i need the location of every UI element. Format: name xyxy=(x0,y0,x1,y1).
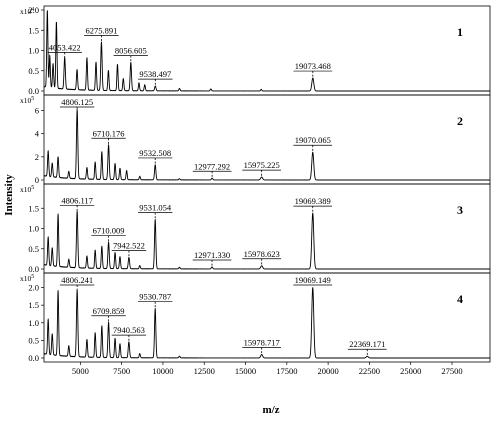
panel-frame xyxy=(43,272,491,363)
x-axis-label: m/z xyxy=(262,404,279,416)
x-tick-label: 10000 xyxy=(152,366,173,376)
y-tick-label: 0.0 xyxy=(28,264,39,274)
y-tick-label: 2.0 xyxy=(28,5,39,15)
x-axis: 5000 7500 10000 12500 15000 17500 20000 22500 25… xyxy=(72,362,463,376)
y-multiplier: x105 xyxy=(20,96,34,105)
peak-label: 9532.508 xyxy=(139,148,171,158)
peak-label: 12977.292 xyxy=(194,161,230,171)
x-tick-label: 7500 xyxy=(113,366,130,376)
peak-label: 4806.125 xyxy=(61,97,93,107)
x-tick-label: 20000 xyxy=(317,366,338,376)
peak-label: 6709.859 xyxy=(93,306,125,316)
peak-label: 15978.717 xyxy=(244,337,280,347)
y-tick-label: 0.5 xyxy=(28,335,39,345)
spectrum-trace xyxy=(43,287,491,359)
y-tick-label: 0.0 xyxy=(28,86,39,96)
x-tick-label: 27500 xyxy=(441,366,462,376)
y-tick-label: 6 xyxy=(35,106,39,116)
peak-label: 19073.468 xyxy=(295,61,331,71)
peak-label: 8056.605 xyxy=(115,46,147,56)
peak-label: 6275.891 xyxy=(85,25,117,35)
peak-label: 19069.389 xyxy=(295,196,331,206)
peak-label: 12971.330 xyxy=(194,250,230,260)
x-tick-label: 17500 xyxy=(276,366,297,376)
peak-label: 6710.176 xyxy=(93,128,125,138)
x-tick-label: 5000 xyxy=(72,366,89,376)
y-tick-label: 4 xyxy=(35,129,40,139)
spectrum-trace xyxy=(43,210,491,270)
spectrum-trace xyxy=(43,108,491,181)
y-multiplier: x104 xyxy=(20,7,34,16)
y-tick-label: 1.0 xyxy=(28,224,39,234)
peak-label: 15978.623 xyxy=(244,249,280,259)
y-tick-label: 1.5 xyxy=(28,203,39,213)
panel-frame xyxy=(43,94,491,185)
peak-label: 4806.117 xyxy=(61,195,93,205)
panel-number: 4 xyxy=(457,292,463,306)
x-tick-label: 15000 xyxy=(235,366,256,376)
peak-label: 19069.149 xyxy=(295,275,331,285)
y-tick-label: 2.0 xyxy=(28,283,39,293)
y-tick-label: 0.5 xyxy=(28,244,39,254)
panel-number: 2 xyxy=(457,114,463,128)
y-tick-label: 0.0 xyxy=(28,353,39,363)
panel-number: 1 xyxy=(457,25,463,39)
y-multiplier: x105 xyxy=(20,185,34,194)
y-tick-label: 0 xyxy=(35,175,39,185)
y-tick-label: 1.5 xyxy=(28,25,39,35)
panel-3: 0.0 0.5 1.0 1.5 x105 4806.117 6710.009 7942.522… xyxy=(20,183,491,274)
peak-label: 9531.054 xyxy=(139,203,172,213)
spectrum-trace xyxy=(43,10,491,92)
x-tick-label: 22500 xyxy=(359,366,380,376)
peak-label: 7942.522 xyxy=(113,241,145,251)
peak-label: 19070.065 xyxy=(295,135,331,145)
peak-label: 9530.787 xyxy=(139,292,171,302)
spectrum-panels: 0.00.51.01.52.0x1044053.4226275.8918056.… xyxy=(20,5,491,376)
peak-label: 6710.009 xyxy=(93,226,125,236)
y-axis-label: Intensity xyxy=(3,174,15,216)
y-tick-label: 1.0 xyxy=(28,318,39,328)
peak-label: 15975.225 xyxy=(244,160,280,170)
panel-frame xyxy=(43,5,491,96)
y-multiplier: x105 xyxy=(20,274,34,283)
peak-label: 4806.241 xyxy=(61,275,93,285)
x-tick-label: 12500 xyxy=(194,366,215,376)
y-tick-label: 1.5 xyxy=(28,300,39,310)
peak-label: 4053.422 xyxy=(49,42,81,52)
panel-number: 3 xyxy=(457,203,463,217)
y-tick-label: 1.0 xyxy=(28,46,39,56)
peak-label: 22369.171 xyxy=(349,339,385,349)
y-tick-label: 2 xyxy=(35,152,39,162)
peak-label: 7940.563 xyxy=(113,325,145,335)
peak-label: 9538.497 xyxy=(139,69,171,79)
x-tick-label: 25000 xyxy=(400,366,421,376)
y-tick-label: 0.5 xyxy=(28,66,39,76)
